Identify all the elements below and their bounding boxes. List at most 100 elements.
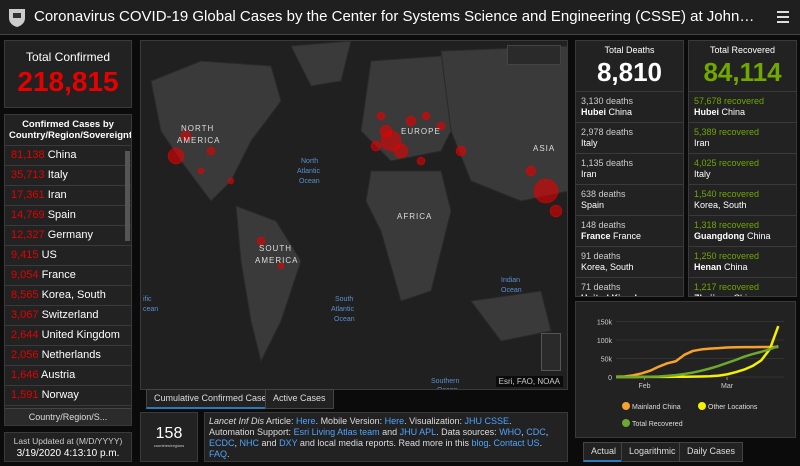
chart-tab[interactable]: Daily Cases [679,442,744,462]
x-tick-label: Feb [638,383,650,390]
info-segment: . [227,449,230,459]
link[interactable]: blog [471,438,489,448]
map-label: AFRICA [397,212,432,221]
list-row[interactable]: 17,361 Iran [5,186,131,206]
link[interactable]: Here [384,416,405,426]
y-tick-label: 0 [608,375,612,382]
list-row[interactable]: 12,327 Germany [5,226,131,246]
country: Korea, South [581,262,634,272]
list-row[interactable]: 1,540 recovered Korea, South [689,185,796,216]
country: Korea, South [694,200,747,210]
chart-tab[interactable]: Actual [583,442,625,462]
link[interactable]: NHC [239,438,260,448]
list-row[interactable]: 81,138 China [5,146,131,166]
list-row[interactable]: 148 deaths France France [576,216,683,247]
country: China [721,107,746,117]
list-row[interactable]: 1,250 recovered Henan China [689,247,796,278]
country: China [47,149,77,161]
list: 57,678 recovered Hubei China 5,389 recover… [689,91,796,296]
map-label: Atlantic [297,168,320,175]
region: France [581,231,611,241]
region: Hubei [581,107,607,117]
map: NORTH AMERICA North Atlantic Ocean EUROPE ASIA… [143,41,567,389]
country: Spain [47,209,76,221]
list-row[interactable]: 35,713 Italy [5,166,131,186]
link[interactable]: FAQ [209,449,228,459]
country: Italy [581,138,598,148]
list-row[interactable]: 1,646 Austria [5,366,131,386]
link[interactable]: WHO [499,427,522,437]
list-footer[interactable]: Country/Region/S... [5,408,131,425]
list-row[interactable]: 2,644 United Kingdom [5,326,131,346]
chart-tab[interactable]: Logarithmic [621,442,684,462]
list-row[interactable]: 4,025 recovered Italy [689,154,796,185]
list-row[interactable]: 71 deathsUnited Kingdom United Kingdom [576,278,683,296]
map-tools[interactable] [507,45,561,65]
country: Switzerland [41,309,99,321]
list-row[interactable]: 1,135 deaths Iran [576,154,683,185]
list-row[interactable]: 3,130 deaths Hubei China [576,92,683,123]
value: 158 [155,425,183,442]
list-row[interactable]: 5,389 recovered Iran [689,123,796,154]
link[interactable]: CDC [526,427,546,437]
link[interactable]: ECDC [209,438,235,448]
value: 218,815 [17,66,119,97]
attribution: Esri, FAO, NOAA [495,376,563,387]
x-tick-label: Mar [721,383,734,390]
region: United Kingdom [581,293,651,296]
info-segment: and local media reports. Read more in th… [297,438,472,448]
map-label: Ocean [334,316,355,323]
list-row[interactable]: 1,318 recovered Guangdong China [689,216,796,247]
info-segment: . Data sources: [436,427,500,437]
map-label: SOUTH [259,244,292,253]
place: Iran [581,169,678,180]
map-label: Indian [501,277,520,284]
list-row[interactable]: 8,565 Korea, South [5,286,131,306]
country: Korea, South [41,289,106,301]
map-tab[interactable]: Active Cases [265,389,334,409]
country: China [608,107,633,117]
link[interactable]: JHU APL [399,427,437,437]
list-row[interactable]: 2,978 deaths Italy [576,123,683,154]
case-marker [376,111,386,121]
count: 4,025 recovered [694,158,760,168]
count: 2,644 [11,329,39,341]
map-tab[interactable]: Cumulative Confirmed Cases [146,389,280,409]
label: Total Confirmed [25,50,111,64]
zoom-controls[interactable] [541,333,561,371]
link[interactable]: DXY [279,438,298,448]
count: 2,056 [11,349,39,361]
list-row[interactable]: 3,067 Switzerland [5,306,131,326]
list-row[interactable]: 14,769 Spain [5,206,131,226]
case-marker [379,124,393,138]
total-recovered-panel: Total Recovered 84,114 57,678 recovered Hub… [688,40,797,297]
country: Norway [41,389,79,401]
link[interactable]: Here [296,416,316,426]
count: 14,769 [11,209,45,221]
count: 1,250 recovered [694,251,760,261]
list-row[interactable]: 2,056 Netherlands [5,346,131,366]
link[interactable]: Esri Living Atlas team [293,427,380,437]
link[interactable]: Contact US [493,438,540,448]
link[interactable]: JHU CSSE [464,416,510,426]
land [150,60,282,202]
list-row[interactable]: 638 deaths Spain [576,185,683,216]
list-row[interactable]: 9,054 France [5,266,131,286]
map-label: AMERICA [177,136,220,145]
label: Total Recovered [709,45,776,55]
land [470,290,552,342]
count: 71 deaths [581,282,621,292]
place: Hubei China [581,107,678,118]
list-row[interactable]: 9,415 US [5,246,131,266]
menu-button[interactable] [776,10,790,24]
country: Iran [581,169,597,179]
map-label: ASIA [533,144,555,153]
list: 3,130 deaths Hubei China 2,978 deaths Italy… [576,91,683,296]
list-row[interactable]: 57,678 recovered Hubei China [689,92,796,123]
list-row[interactable]: 1,591 Norway [5,386,131,406]
map-panel: NORTH AMERICA North Atlantic Ocean EUROPE ASIA… [140,40,568,390]
place: Korea, South [581,262,678,273]
list-row[interactable]: 91 deaths Korea, South [576,247,683,278]
list-row[interactable]: 1,217 recoveredZhejiang China [689,278,796,296]
